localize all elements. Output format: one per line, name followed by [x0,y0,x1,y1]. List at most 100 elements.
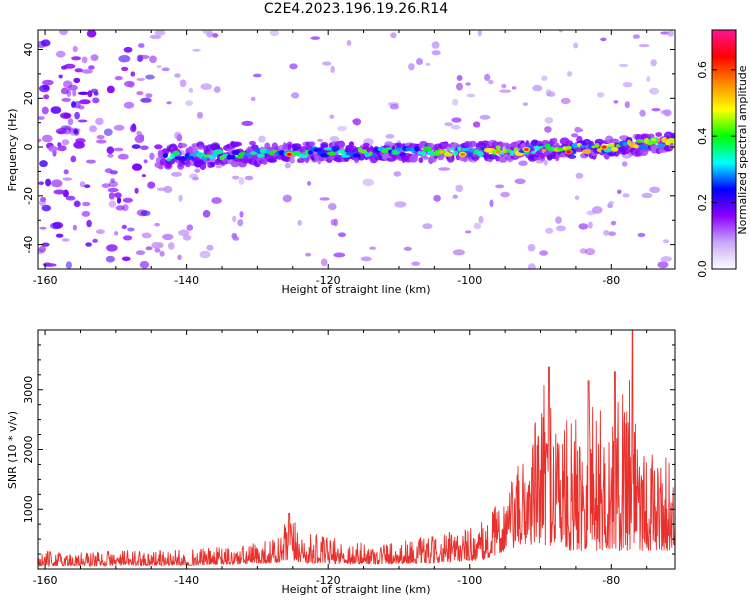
noise-blob [143,159,148,164]
band-core-blob [672,140,675,147]
noise-blob [114,76,123,81]
x-tick-label: -160 [33,274,58,287]
noise-blob [174,73,181,78]
band-core-blob [537,145,544,149]
noise-blob [57,145,67,152]
band-hotspot [566,150,572,154]
noise-blob [452,249,465,256]
band-core-blob [326,151,337,156]
noise-blob [108,181,118,188]
noise-blob [660,109,669,115]
noise-blob [451,117,462,123]
band-core-blob [304,149,310,156]
noise-blob [121,256,131,262]
noise-blob [319,197,330,201]
noise-blob [622,193,630,198]
noise-blob [465,82,471,86]
band-core-blob [336,150,341,154]
noise-blob [597,92,605,98]
noise-blob [456,82,463,91]
band-hotspot [651,138,657,142]
noise-blob [576,128,584,132]
x-tick-label: -160 [33,574,58,587]
noise-blob [422,223,433,230]
noise-blob [206,244,214,251]
noise-blob [544,126,552,133]
noise-blob [328,203,337,211]
noise-blob [114,231,119,236]
noise-blob [291,92,300,99]
band-outer-blob [185,160,191,168]
noise-blob [322,61,332,66]
noise-blob [450,124,461,130]
noise-blob [646,76,651,82]
noise-blob [269,30,280,37]
noise-blob [61,97,71,102]
band-core-blob [254,148,261,153]
noise-blob [610,220,617,226]
noise-blob [82,201,91,207]
noise-blob [416,58,423,65]
spectrogram-panel: -160 -140 -120 -100 -80 -40 -20 0 20 40 Height of… [6,29,676,296]
band-outer-blob [287,143,292,151]
band-core-blob [235,155,244,159]
noise-blob [95,229,105,235]
noise-blob [385,134,395,139]
band-core-blob [400,152,405,157]
noise-blob [433,194,441,202]
chart-title: C2E4.2023.196.19.26.R14 [263,1,449,17]
spectrogram-frame [37,29,676,270]
noise-blob [114,192,122,199]
noise-blob [38,84,50,93]
noise-blob [346,40,352,46]
noise-blob [86,219,92,228]
noise-blob [134,187,139,194]
band-outer-blob [671,132,675,140]
noise-blob [320,258,328,267]
noise-blob [250,96,256,102]
band-core-blob [372,152,377,159]
noise-blob [138,43,145,48]
noise-blob [81,69,93,74]
noise-blob [544,117,554,124]
noise-blob [127,227,135,232]
band-core-blob [298,154,309,159]
noise-blob [239,211,244,218]
noise-blob [500,191,510,198]
noise-blob [330,219,336,226]
noise-blob [567,71,573,77]
spectrogram-xlabel: Height of straight line (km) [281,283,430,296]
spectrogram-axes: -160 -140 -120 -100 -80 -40 -20 0 20 40 [22,30,675,287]
noise-blob [43,94,50,100]
snr-panel: -160 -140 -120 -100 -80 1000 2000 3000 Height o… [6,329,676,596]
noise-blob [45,178,52,187]
noise-blob [495,184,505,189]
band-outer-blob [210,144,221,151]
noise-blob [231,232,238,239]
noise-blob [613,100,619,104]
noise-blob [154,222,160,227]
noise-blob [86,30,97,38]
noise-blob [53,189,66,195]
noise-blob [39,160,48,168]
noise-blob [477,30,482,37]
noise-blob [657,261,669,269]
noise-blob [330,65,335,74]
noise-blob [136,130,142,137]
colorbar-bar [711,29,737,270]
noise-blob [543,159,548,166]
x-tick-label: -80 [602,574,620,587]
noise-blob [117,153,129,160]
noise-blob [55,233,64,238]
noise-blob [431,41,440,49]
noise-blob [527,244,536,252]
noise-blob [650,59,657,67]
band-core-blob [414,146,420,152]
band-outer-blob [292,143,302,150]
noise-blob [41,106,49,115]
band-core-blob [307,150,314,155]
noise-blob [113,147,124,152]
snr-series-line [38,330,675,568]
band-outer-blob [249,141,256,146]
band-outer-blob [423,155,429,160]
